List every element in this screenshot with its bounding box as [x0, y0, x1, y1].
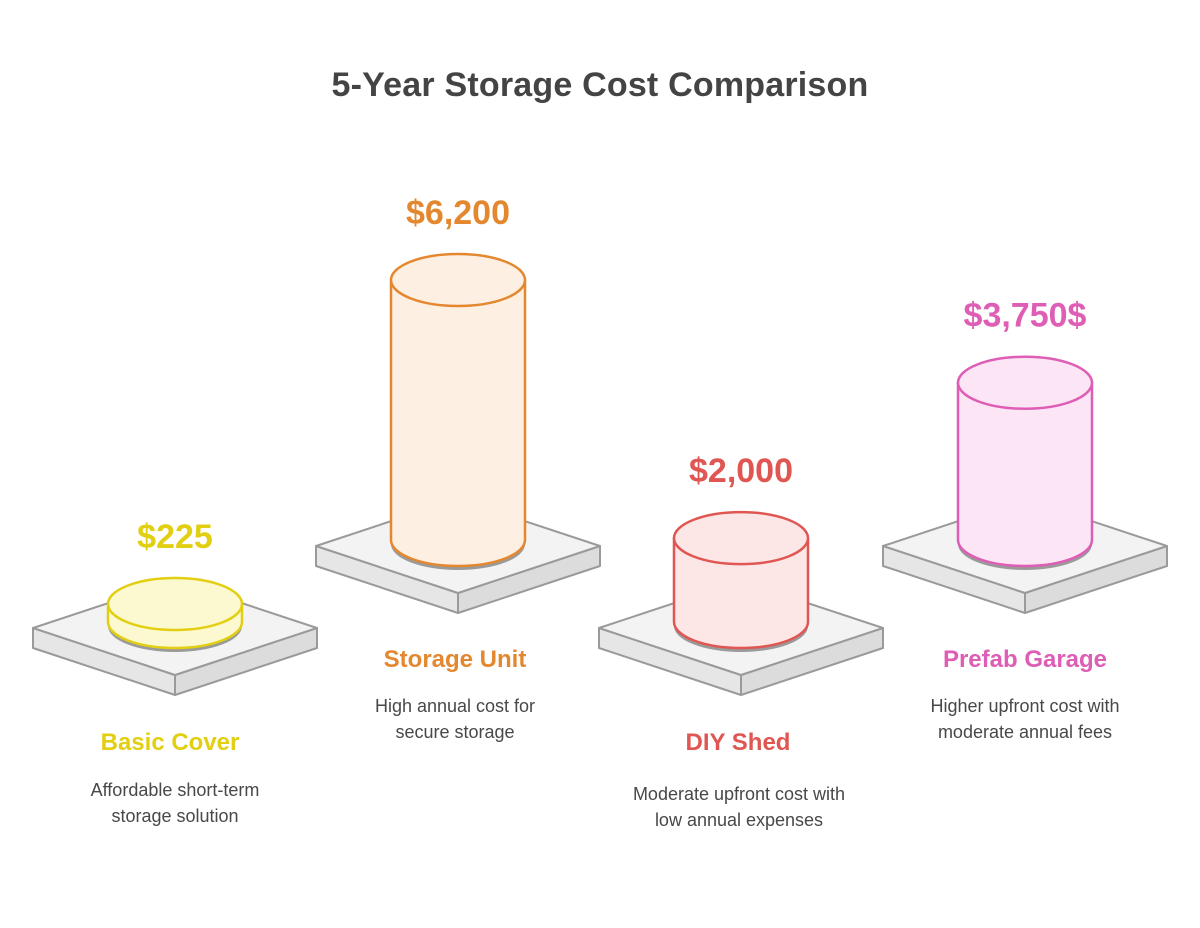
category-label-basic-cover: Basic Cover — [100, 729, 240, 756]
category-label-storage-unit: Storage Unit — [383, 646, 527, 673]
bar-top-diy-shed — [672, 510, 810, 566]
category-label-prefab-garage: Prefab Garage — [942, 646, 1108, 673]
description-basic-cover: Affordable short-term storage solution — [90, 780, 260, 826]
description-diy-shed: Moderate upfront cost with low annual ex… — [632, 784, 846, 830]
bar-prefab-garage — [956, 381, 1094, 568]
bar-storage-unit — [389, 278, 527, 568]
value-label-basic-cover: $225 — [137, 518, 213, 556]
bar-top-basic-cover — [106, 576, 244, 632]
value-label-diy-shed: $2,000 — [689, 452, 793, 490]
value-label-storage-unit: $6,200 — [406, 194, 510, 232]
chart-title: 5-Year Storage Cost Comparison — [331, 66, 869, 104]
bar-diy-shed — [672, 536, 810, 650]
bar-top-prefab-garage — [956, 355, 1094, 410]
bar-top-storage-unit — [389, 252, 527, 308]
description-storage-unit: High annual cost for secure storage — [374, 696, 536, 742]
category-label-diy-shed: DIY Shed — [685, 729, 791, 756]
value-label-prefab-garage: $3,750$ — [964, 297, 1087, 335]
description-prefab-garage: Higher upfront cost with moderate annual… — [930, 696, 1120, 742]
